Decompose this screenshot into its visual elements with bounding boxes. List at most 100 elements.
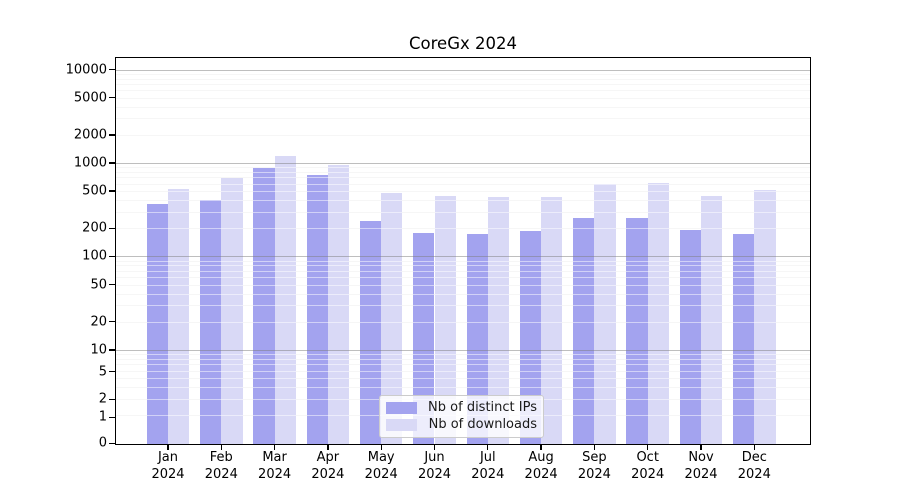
x-tick-year: 2024 bbox=[577, 466, 611, 482]
x-tick-month: Apr bbox=[316, 450, 340, 465]
bar-apr-downloads bbox=[327, 165, 350, 445]
x-tick-mark bbox=[753, 445, 755, 450]
y-tick-label: 5 bbox=[98, 364, 107, 380]
gridline-minor bbox=[116, 270, 810, 272]
y-tick-mark bbox=[109, 321, 115, 323]
bar-jan-downloads bbox=[168, 189, 190, 445]
bar-jul-downloads bbox=[487, 197, 510, 445]
gridline-minor bbox=[116, 191, 810, 193]
gridline-minor bbox=[116, 118, 810, 120]
bar-jan-ips bbox=[146, 204, 168, 445]
bar-nov-ips bbox=[679, 230, 701, 445]
gridline-major bbox=[116, 69, 810, 71]
y-tick-label: 1000 bbox=[73, 155, 107, 171]
gridline-minor bbox=[116, 177, 810, 179]
x-tick-mark bbox=[700, 445, 702, 450]
x-tick-year: 2024 bbox=[417, 466, 452, 482]
bar-nov-downloads bbox=[701, 195, 723, 445]
y-tick-label: 2000 bbox=[73, 127, 107, 143]
x-tick-year: 2024 bbox=[684, 466, 718, 482]
x-tick-mark bbox=[433, 445, 436, 450]
x-tick-label: Sep 2024 bbox=[564, 450, 624, 483]
x-tick-month: Nov bbox=[688, 450, 714, 465]
y-tick-label: 1 bbox=[98, 409, 107, 425]
y-tick-mark bbox=[109, 255, 115, 258]
gridline-minor bbox=[116, 370, 810, 372]
x-tick-label: Jan 2024 bbox=[138, 450, 198, 483]
y-tick-mark bbox=[109, 416, 115, 418]
legend-item-downloads: Nb of downloads bbox=[386, 418, 537, 432]
x-tick-mark bbox=[647, 445, 649, 450]
legend-swatch-distinct-ips bbox=[386, 402, 417, 414]
x-tick-year: 2024 bbox=[151, 466, 185, 482]
bar-sep-downloads bbox=[594, 184, 616, 445]
x-tick-mark bbox=[540, 445, 542, 450]
x-tick-label: Jun 2024 bbox=[405, 450, 465, 483]
gridline-minor bbox=[116, 172, 810, 174]
bar-may-ips bbox=[359, 220, 382, 445]
x-tick-year: 2024 bbox=[204, 466, 238, 482]
bar-jun-downloads bbox=[434, 195, 456, 445]
x-tick-label: May 2024 bbox=[351, 450, 411, 483]
x-tick-mark bbox=[380, 445, 382, 450]
bar-feb-downloads bbox=[221, 178, 243, 445]
bar-may-downloads bbox=[381, 193, 403, 445]
y-tick-mark bbox=[109, 134, 115, 136]
gridline-minor bbox=[116, 321, 810, 323]
gridline-minor bbox=[116, 73, 810, 75]
gridline-minor bbox=[116, 260, 810, 262]
y-tick-label: 2 bbox=[98, 391, 107, 407]
y-tick-mark bbox=[109, 227, 115, 229]
gridline-major bbox=[116, 256, 810, 258]
gridline-minor bbox=[116, 354, 810, 356]
x-tick-mark bbox=[593, 445, 596, 450]
gridline-minor bbox=[116, 167, 810, 169]
x-tick-label: Dec 2024 bbox=[724, 450, 784, 483]
bar-oct-ips bbox=[626, 218, 648, 445]
x-tick-label: Feb 2024 bbox=[191, 450, 251, 483]
x-tick-month: Jan bbox=[157, 450, 179, 465]
x-tick-year: 2024 bbox=[471, 466, 505, 482]
y-tick-label: 10 bbox=[90, 342, 107, 358]
legend-item-distinct-ips: Nb of distinct IPs bbox=[386, 401, 537, 415]
gridline-minor bbox=[116, 106, 810, 108]
y-tick-label: 0 bbox=[98, 435, 107, 451]
y-tick-mark bbox=[109, 442, 115, 444]
legend-label-distinct-ips: Nb of distinct IPs bbox=[428, 400, 537, 415]
y-tick-mark bbox=[109, 97, 115, 99]
gridline-minor bbox=[116, 277, 810, 279]
x-tick-label: Nov 2024 bbox=[671, 450, 731, 483]
x-tick-month: Feb bbox=[209, 450, 233, 465]
bar-sep-ips bbox=[573, 217, 595, 445]
x-tick-year: 2024 bbox=[364, 466, 398, 482]
gridline-minor bbox=[116, 364, 810, 366]
gridline-minor bbox=[116, 284, 810, 286]
x-tick-year: 2024 bbox=[631, 466, 665, 482]
bar-mar-downloads bbox=[274, 155, 296, 445]
x-tick-month: Jun bbox=[424, 450, 445, 465]
x-tick-month: May bbox=[367, 450, 395, 465]
x-tick-label: Apr 2024 bbox=[298, 450, 358, 483]
y-tick-label: 20 bbox=[90, 314, 107, 330]
gridline-major bbox=[116, 163, 810, 164]
y-tick-label: 100 bbox=[82, 248, 107, 264]
y-tick-mark bbox=[109, 283, 115, 286]
gridline-minor bbox=[116, 265, 810, 267]
x-tick-mark bbox=[220, 445, 222, 450]
y-tick-label: 5000 bbox=[73, 90, 107, 106]
gridline-minor bbox=[116, 90, 810, 92]
y-tick-mark bbox=[109, 398, 115, 400]
y-tick-label: 500 bbox=[82, 183, 107, 199]
x-tick-month: Dec bbox=[741, 450, 767, 465]
legend-swatch-downloads bbox=[386, 419, 417, 431]
x-tick-month: Sep bbox=[582, 450, 607, 465]
legend: Nb of distinct IPs Nb of downloads bbox=[379, 395, 544, 438]
gridline-minor bbox=[116, 305, 810, 307]
y-tick-mark bbox=[109, 371, 115, 373]
x-tick-month: Oct bbox=[636, 450, 659, 465]
y-tick-label: 10000 bbox=[65, 62, 107, 78]
gridline-minor bbox=[116, 358, 810, 360]
gridline-minor bbox=[116, 84, 810, 86]
y-tick-label: 50 bbox=[90, 277, 107, 293]
